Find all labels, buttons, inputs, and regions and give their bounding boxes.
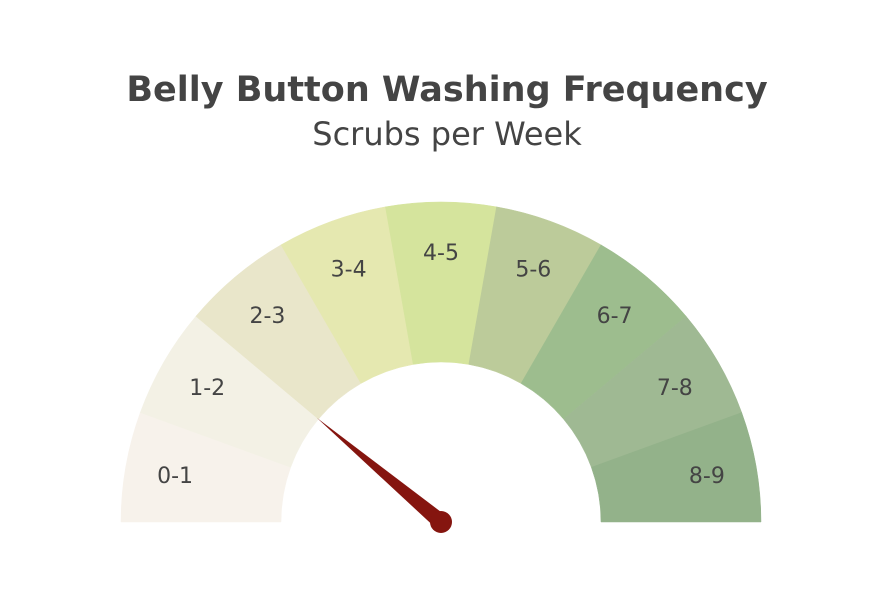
chart-subtitle: Scrubs per Week xyxy=(312,115,582,153)
gauge-label-0-1: 0-1 xyxy=(157,464,193,489)
gauge-segment-8-9 xyxy=(591,412,762,523)
gauge-label-4-5: 4-5 xyxy=(423,241,459,266)
gauge-label-1-2: 1-2 xyxy=(189,376,225,401)
gauge-label-6-7: 6-7 xyxy=(597,304,633,329)
gauge-needle-hub xyxy=(430,511,452,533)
chart-title: Belly Button Washing Frequency xyxy=(126,70,768,110)
gauge-label-5-6: 5-6 xyxy=(515,257,551,282)
gauge-segments xyxy=(120,201,762,523)
gauge-needle-group xyxy=(316,417,452,533)
gauge-label-2-3: 2-3 xyxy=(249,304,285,329)
gauge-needle xyxy=(316,417,447,529)
gauge-label-7-8: 7-8 xyxy=(657,376,693,401)
gauge-label-3-4: 3-4 xyxy=(331,257,367,282)
gauge-labels: 0-1 1-2 2-3 3-4 4-5 5-6 6-7 7-8 8-9 xyxy=(157,241,725,489)
gauge-label-8-9: 8-9 xyxy=(689,464,725,489)
